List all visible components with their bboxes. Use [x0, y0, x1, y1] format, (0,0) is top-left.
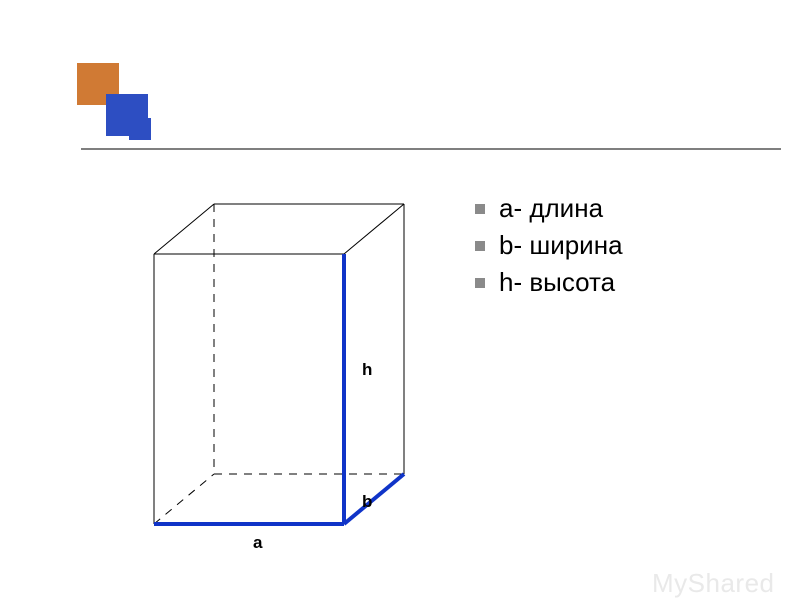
bullet-icon: [475, 241, 485, 251]
bullet-icon: [475, 204, 485, 214]
list-text: b- ширина: [499, 230, 623, 261]
label-b: b: [362, 492, 372, 512]
decor-hr: [81, 148, 781, 150]
label-a: a: [253, 533, 262, 553]
bullet-icon: [475, 278, 485, 288]
dimension-list: a- длина b- ширина h- высота: [475, 193, 623, 304]
list-item: h- высота: [475, 267, 623, 298]
watermark: MyShared: [652, 568, 775, 599]
list-text: a- длина: [499, 193, 603, 224]
label-h: h: [362, 360, 372, 380]
list-item: a- длина: [475, 193, 623, 224]
decor-square-3: [129, 118, 151, 140]
list-text: h- высота: [499, 267, 615, 298]
list-item: b- ширина: [475, 230, 623, 261]
